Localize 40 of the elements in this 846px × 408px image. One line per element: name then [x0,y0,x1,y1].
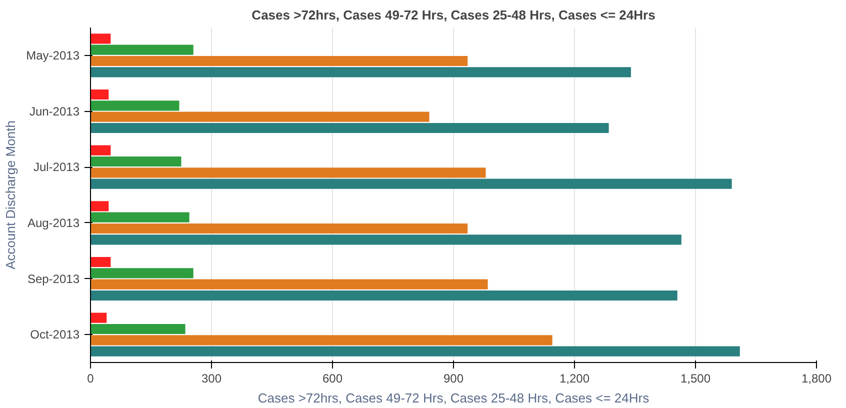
bar [90,268,194,278]
bar [90,89,109,100]
chart-title: Cases >72hrs, Cases 49-72 Hrs, Cases 25-48 Hrs, Cases <= 24Hrs [252,8,656,22]
bar [90,145,111,156]
bar [90,335,552,346]
bar [90,346,740,356]
bar [90,168,486,178]
y-axis-title: Account Discharge Month [3,120,18,270]
y-tick-label: Oct-2013 [30,328,80,342]
x-axis-title: Cases >72hrs, Cases 49-72 Hrs, Cases 25-48 Hrs, Cases <= 24Hrs [258,390,650,406]
bar [90,100,180,111]
bar [90,44,194,55]
bar [90,112,430,122]
bar [90,279,488,290]
y-tick-label: Sep-2013 [27,272,80,286]
bar [90,324,186,334]
bar [90,56,468,66]
bar [90,34,111,44]
bar [90,312,107,323]
bar [90,122,609,134]
x-tick-label: 300 [201,372,222,386]
y-tick-label: Jul-2013 [33,160,80,174]
bar [90,212,190,222]
x-tick-label: 1,200 [559,372,590,386]
x-tick-label: 900 [443,372,464,386]
x-tick-label: 1,500 [680,372,711,386]
bar [90,256,111,268]
y-tick-label: Aug-2013 [27,216,80,230]
y-tick-label: Jun-2013 [29,104,80,118]
y-tick-label: May-2013 [26,48,80,62]
x-tick-label: 0 [87,372,94,386]
bar [90,67,631,78]
x-tick-label: 1,800 [801,372,832,386]
bar [90,201,109,212]
bar [90,234,682,245]
bar [90,223,468,234]
bar [90,290,678,301]
x-tick-label: 600 [322,372,343,386]
bar [90,156,182,167]
bar [90,178,732,189]
